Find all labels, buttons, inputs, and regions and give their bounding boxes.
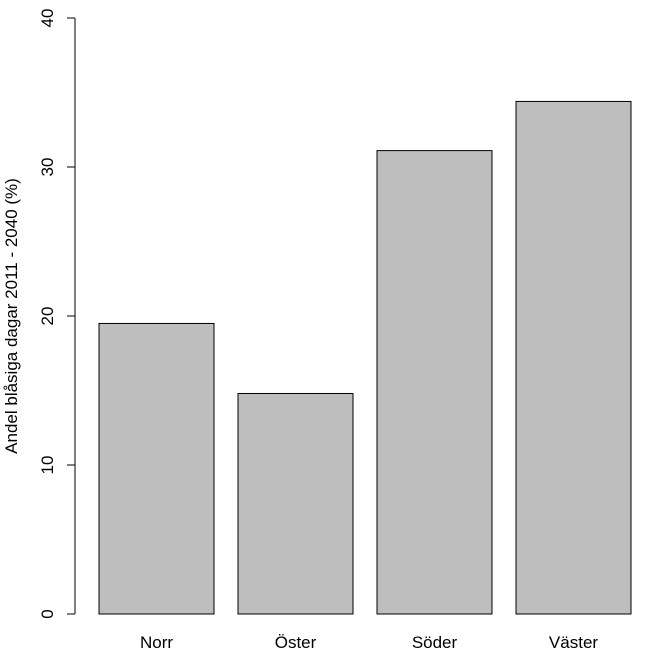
bar-söder [376, 150, 493, 615]
y-tick-label: 30 [38, 158, 57, 177]
y-tick-label: 0 [38, 609, 57, 618]
bars [98, 100, 632, 615]
bar-öster [237, 392, 354, 615]
bar-väster [515, 100, 632, 615]
y-tick-label: 20 [38, 307, 57, 326]
y-tick-label: 10 [38, 456, 57, 475]
y-axis: 0 10 20 30 40 [38, 9, 76, 619]
x-tick-label: Öster [275, 633, 317, 652]
y-axis-label: Andel blåsiga dagar 2011 - 2040 (%) [2, 178, 21, 454]
x-axis-labels: Norr Öster Söder Väster [140, 633, 598, 652]
x-tick-label: Väster [549, 633, 598, 652]
x-tick-label: Söder [412, 633, 458, 652]
bar-norr [98, 322, 215, 615]
x-tick-label: Norr [140, 633, 173, 652]
y-tick-label: 40 [38, 9, 57, 28]
